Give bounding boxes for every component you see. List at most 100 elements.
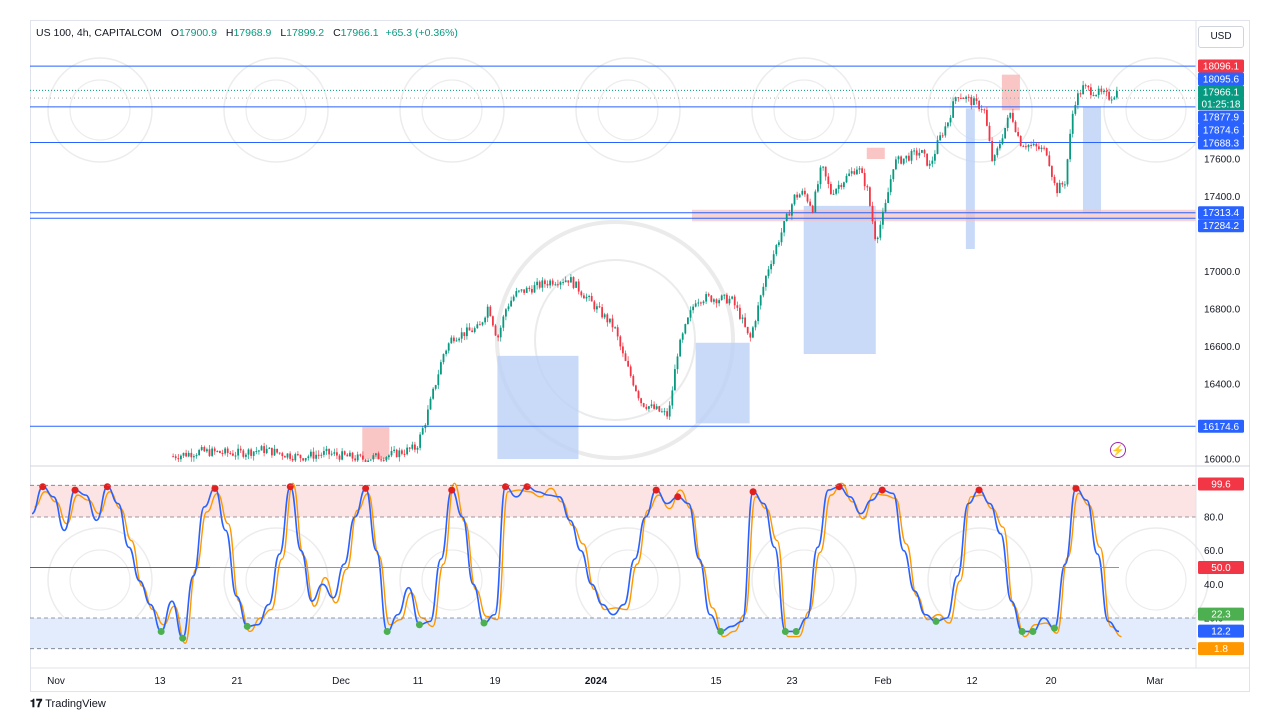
lightning-icon[interactable]: ⚡: [1110, 442, 1126, 458]
candle-body: [970, 97, 973, 106]
candle-body: [965, 96, 968, 99]
candle-body: [689, 310, 692, 318]
candle-body: [869, 187, 871, 206]
candle-body: [533, 285, 536, 293]
candle-body: [947, 122, 949, 127]
demand-zone: [497, 355, 579, 459]
candle-body: [1095, 94, 1098, 96]
academy-watermark: [47, 57, 1209, 633]
candle-body: [476, 324, 479, 329]
candle-body: [541, 280, 544, 288]
watermark-ring: [1103, 527, 1209, 633]
candle-body: [801, 190, 804, 195]
candle-body: [447, 343, 450, 351]
candle-body: [1038, 146, 1040, 150]
candle-body: [185, 452, 188, 457]
candle-body: [944, 126, 947, 136]
candle-body: [216, 450, 219, 452]
stoch-level-label-bg: [1198, 477, 1244, 491]
tradingview-logo-icon: 𝟏𝟕: [30, 698, 43, 710]
candle-body: [622, 346, 624, 354]
candle-body: [338, 455, 341, 460]
candle-body: [258, 450, 260, 452]
candle-body: [648, 406, 650, 409]
watermark-ring: [575, 527, 681, 633]
high-label: H: [225, 27, 234, 39]
candle-body: [546, 284, 549, 286]
candle-body: [749, 333, 752, 338]
candle-body: [193, 456, 195, 458]
candle-body: [926, 153, 929, 166]
candle-body: [1048, 155, 1051, 167]
candle-body: [572, 277, 575, 288]
candle-body: [897, 156, 900, 160]
candle-body: [1043, 147, 1046, 149]
candle-body: [798, 194, 801, 198]
candle-body: [957, 97, 960, 99]
price-label-bg: [1198, 206, 1244, 220]
candle-body: [1064, 184, 1066, 186]
candle-body: [1030, 144, 1033, 146]
candle-body: [645, 406, 648, 409]
candle-body: [190, 452, 193, 458]
currency-selector[interactable]: USD: [1198, 26, 1244, 48]
candle-body: [1066, 159, 1069, 185]
candle-body: [658, 406, 661, 412]
candle-body: [564, 280, 567, 283]
candle-body: [718, 300, 721, 304]
candle-body: [632, 375, 635, 386]
candle-body: [921, 150, 923, 153]
price-label-bg: [1198, 110, 1244, 124]
candle-body: [580, 291, 583, 296]
candle-body: [999, 143, 1001, 149]
candle-body: [575, 281, 578, 288]
stoch-tick-label: 60.0: [1204, 546, 1224, 557]
change-value: +65.3 (+0.36%): [385, 27, 458, 39]
candle-body: [232, 453, 234, 456]
candle-body: [505, 309, 507, 317]
candle-body: [941, 135, 944, 137]
candle-body: [453, 337, 455, 342]
demand-zone: [695, 342, 750, 424]
horizontal-levels[interactable]: [30, 65, 1196, 427]
countdown-bg: [1198, 97, 1244, 110]
stoch-oversold-dot: [932, 617, 940, 625]
candle-body: [226, 448, 229, 453]
candle-body: [416, 447, 419, 450]
stoch-level-label: 1.8: [1214, 644, 1228, 655]
candle-body: [554, 284, 557, 286]
time-tick-label: 13: [154, 676, 166, 687]
price-tick-label: 17000.0: [1204, 267, 1241, 278]
price-label-bg: [1198, 72, 1244, 86]
watermark-inner-ring: [1125, 549, 1187, 611]
price-tick-label: 16800.0: [1204, 305, 1241, 316]
watermark-inner-ring: [69, 79, 131, 141]
tradingview-logo[interactable]: 𝟏𝟕 TradingView: [30, 698, 106, 711]
time-tick-label: Mar: [1146, 676, 1164, 687]
stoch-overbought-dot: [674, 493, 682, 501]
candle-body: [310, 451, 312, 457]
stoch-oversold-dot: [1018, 627, 1026, 635]
candle-body: [863, 172, 866, 187]
candle-body: [177, 458, 180, 460]
price-label: 17313.4: [1203, 208, 1240, 219]
candle-body: [879, 224, 882, 238]
oversold-band: [30, 618, 1196, 649]
candle-body: [510, 300, 513, 307]
candle-body: [304, 458, 307, 461]
candle-body: [889, 179, 892, 193]
candle-body: [759, 295, 762, 306]
candle-body: [390, 451, 393, 456]
candle-body: [544, 280, 546, 285]
chart-frame: [30, 20, 1250, 692]
candle-body: [307, 456, 310, 459]
candle-body: [827, 176, 830, 185]
candle-body: [785, 213, 788, 222]
open-label: O: [170, 27, 179, 39]
candle-body: [767, 269, 770, 276]
stoch-overbought-dot: [39, 483, 47, 491]
candle-body: [362, 455, 364, 460]
price-labels: 18096.1 18095.6 17966.101:25:18 17877.9 1787…: [1198, 59, 1244, 656]
candle-body: [559, 282, 562, 285]
